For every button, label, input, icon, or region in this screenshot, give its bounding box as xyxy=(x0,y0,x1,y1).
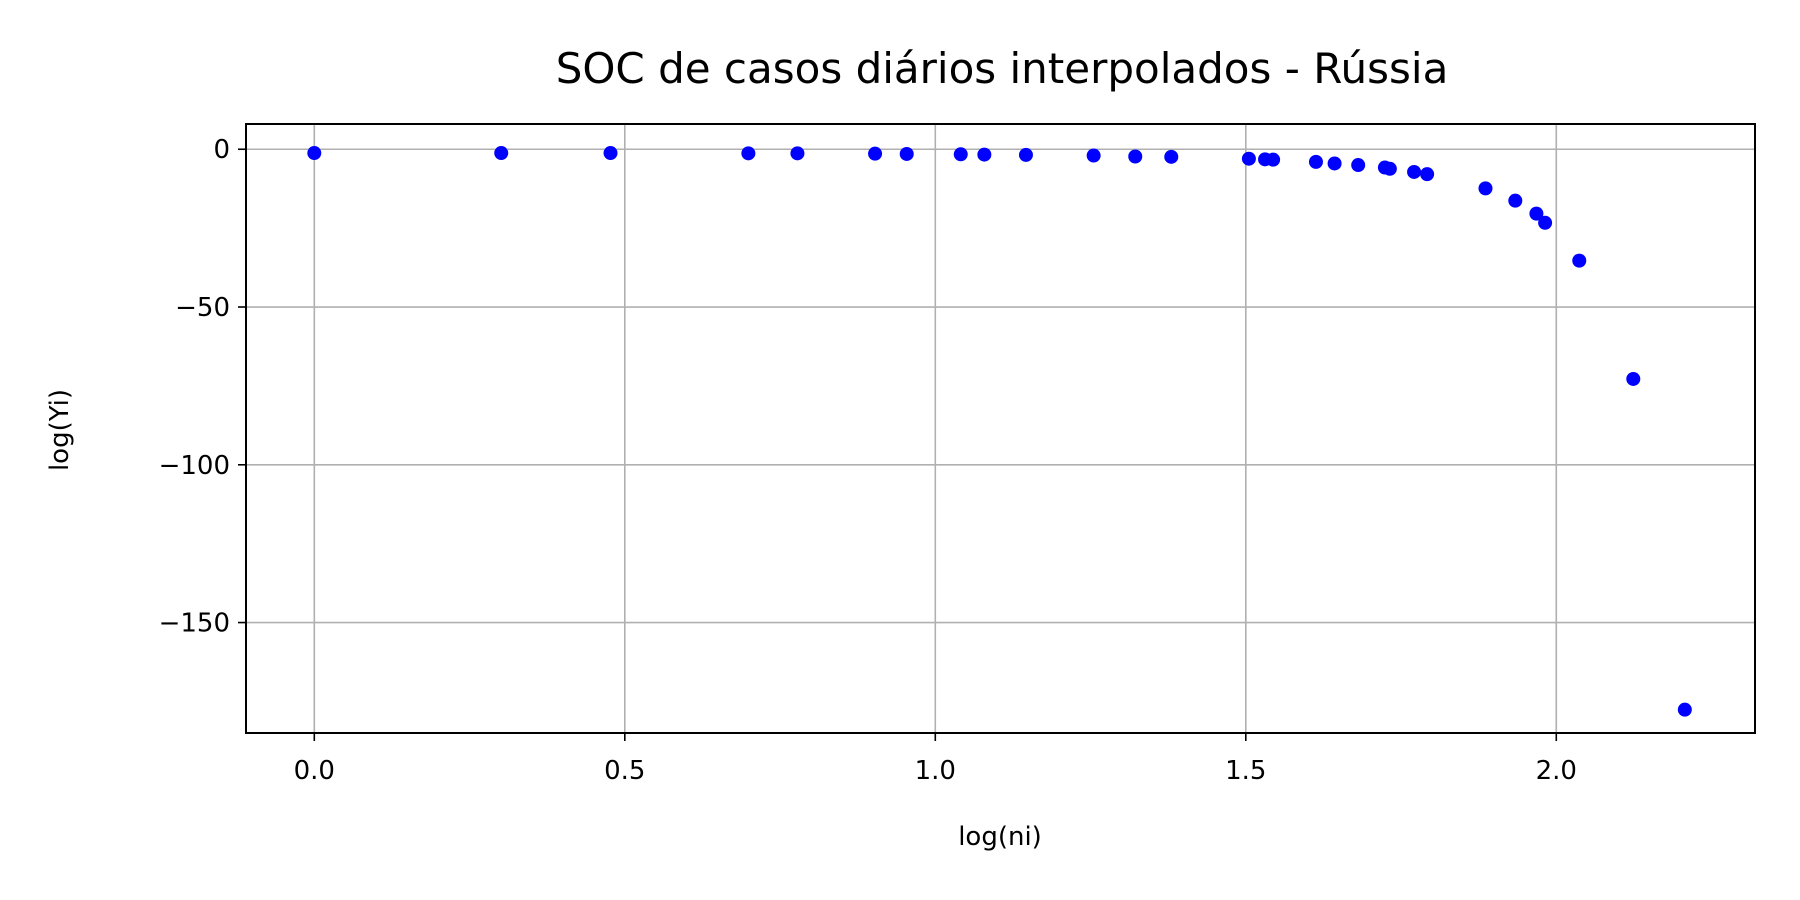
data-point xyxy=(1351,158,1366,173)
data-point xyxy=(1508,193,1523,208)
data-point xyxy=(977,147,992,162)
data-point xyxy=(494,146,509,161)
data-point xyxy=(1308,154,1323,169)
data-point xyxy=(1164,149,1179,164)
data-point xyxy=(1266,152,1281,167)
y-tick-label: −100 xyxy=(159,451,230,481)
x-tick-label: 0.5 xyxy=(604,756,645,786)
data-point xyxy=(1086,148,1101,163)
data-point xyxy=(1407,164,1422,179)
data-point xyxy=(953,147,968,162)
data-point xyxy=(1478,181,1493,196)
data-point xyxy=(790,146,805,161)
x-tick-label: 0.0 xyxy=(294,756,335,786)
data-point xyxy=(1327,156,1342,171)
data-point xyxy=(1128,149,1143,164)
y-tick-label: −50 xyxy=(175,293,230,323)
data-point xyxy=(307,146,322,161)
data-point xyxy=(1677,702,1692,717)
y-axis-label: log(Yi) xyxy=(45,389,75,471)
x-axis-ticks: 0.0 0.5 1.0 1.5 2.0 xyxy=(294,733,1577,786)
data-point xyxy=(1018,147,1033,162)
data-point xyxy=(1420,167,1435,182)
data-points xyxy=(307,146,1692,717)
data-point xyxy=(1626,371,1641,386)
x-axis-label: log(ni) xyxy=(958,822,1042,852)
x-tick-label: 1.0 xyxy=(915,756,956,786)
plot-frame xyxy=(245,123,1756,734)
x-tick-label: 1.5 xyxy=(1225,756,1266,786)
data-point xyxy=(899,146,914,161)
data-point xyxy=(1529,206,1544,221)
y-axis-ticks: 0 −50 −100 −150 xyxy=(159,135,246,639)
chart-title: SOC de casos diários interpolados - Rúss… xyxy=(556,44,1449,93)
data-point xyxy=(603,146,618,161)
data-point xyxy=(741,146,756,161)
y-tick-label: 0 xyxy=(213,135,230,165)
data-point xyxy=(1538,215,1553,230)
data-point xyxy=(868,146,883,161)
x-tick-label: 2.0 xyxy=(1536,756,1577,786)
data-point xyxy=(1382,161,1397,176)
data-point xyxy=(1241,151,1256,166)
data-point xyxy=(1572,253,1587,268)
y-tick-label: −150 xyxy=(159,609,230,639)
